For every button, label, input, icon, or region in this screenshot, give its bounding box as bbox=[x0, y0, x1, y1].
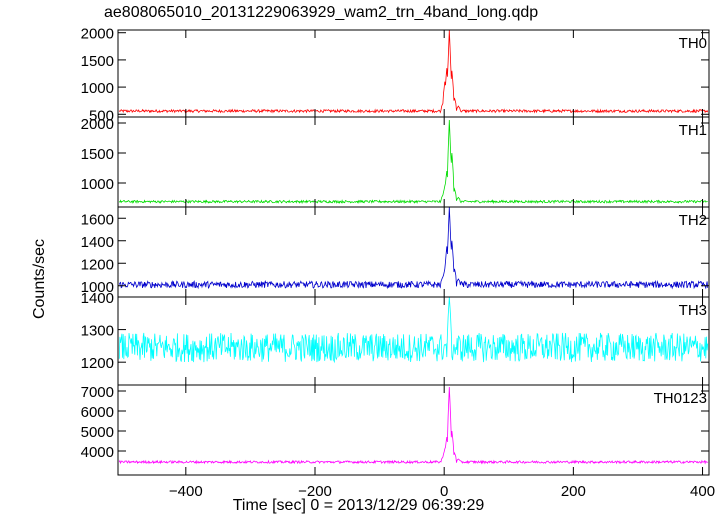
y-tick-label: 1600 bbox=[81, 211, 114, 228]
y-tick-label: 1200 bbox=[81, 355, 114, 372]
y-tick-label: 2000 bbox=[81, 26, 114, 43]
panel-frame-th0123 bbox=[117, 384, 710, 476]
x-tick-label: 400 bbox=[690, 483, 715, 500]
y-tick-label: 7000 bbox=[81, 384, 114, 401]
panel-label-th1: TH1 bbox=[679, 122, 707, 139]
light-curve-th0 bbox=[118, 29, 709, 114]
panel-label-th0123: TH0123 bbox=[654, 390, 707, 407]
y-tick-label: 1200 bbox=[81, 256, 114, 273]
y-tick-label: 500 bbox=[89, 107, 114, 124]
x-tick-label: 0 bbox=[440, 483, 448, 500]
panel-frame-th1 bbox=[117, 116, 710, 208]
light-curve-th3 bbox=[118, 296, 709, 364]
x-tick-label: 200 bbox=[561, 483, 586, 500]
y-tick-label: 1400 bbox=[81, 234, 114, 251]
panel-label-th2: TH2 bbox=[679, 212, 707, 229]
chart-title: ae808065010_20131229063929_wam2_trn_4ban… bbox=[104, 4, 539, 21]
light-curve-th0123 bbox=[118, 386, 708, 465]
y-tick-label: 2000 bbox=[81, 116, 114, 133]
x-tick-label: −200 bbox=[298, 483, 332, 500]
y-tick-label: 1000 bbox=[81, 279, 114, 296]
light-curve-th1 bbox=[118, 119, 708, 205]
y-tick-label: 1500 bbox=[81, 146, 114, 163]
y-tick-label: 1000 bbox=[81, 176, 114, 193]
panel-label-th3: TH3 bbox=[679, 302, 707, 319]
y-tick-label: 5000 bbox=[81, 424, 114, 441]
y-tick-label: 1400 bbox=[81, 290, 114, 307]
y-tick-label: 4000 bbox=[81, 444, 114, 461]
panel-label-th0: TH0 bbox=[679, 35, 707, 52]
x-tick-label: −400 bbox=[169, 483, 203, 500]
x-axis-label: Time [sec] 0 = 2013/12/29 06:39:29 bbox=[232, 497, 485, 514]
y-tick-label: 1300 bbox=[81, 323, 114, 340]
y-tick-label: 6000 bbox=[81, 404, 114, 421]
y-tick-label: 1500 bbox=[81, 53, 114, 70]
y-axis-label: Counts/sec bbox=[31, 238, 48, 320]
light-curve-th2 bbox=[118, 206, 709, 290]
panel-frame-th0 bbox=[117, 29, 710, 118]
y-tick-label: 1000 bbox=[81, 80, 114, 97]
